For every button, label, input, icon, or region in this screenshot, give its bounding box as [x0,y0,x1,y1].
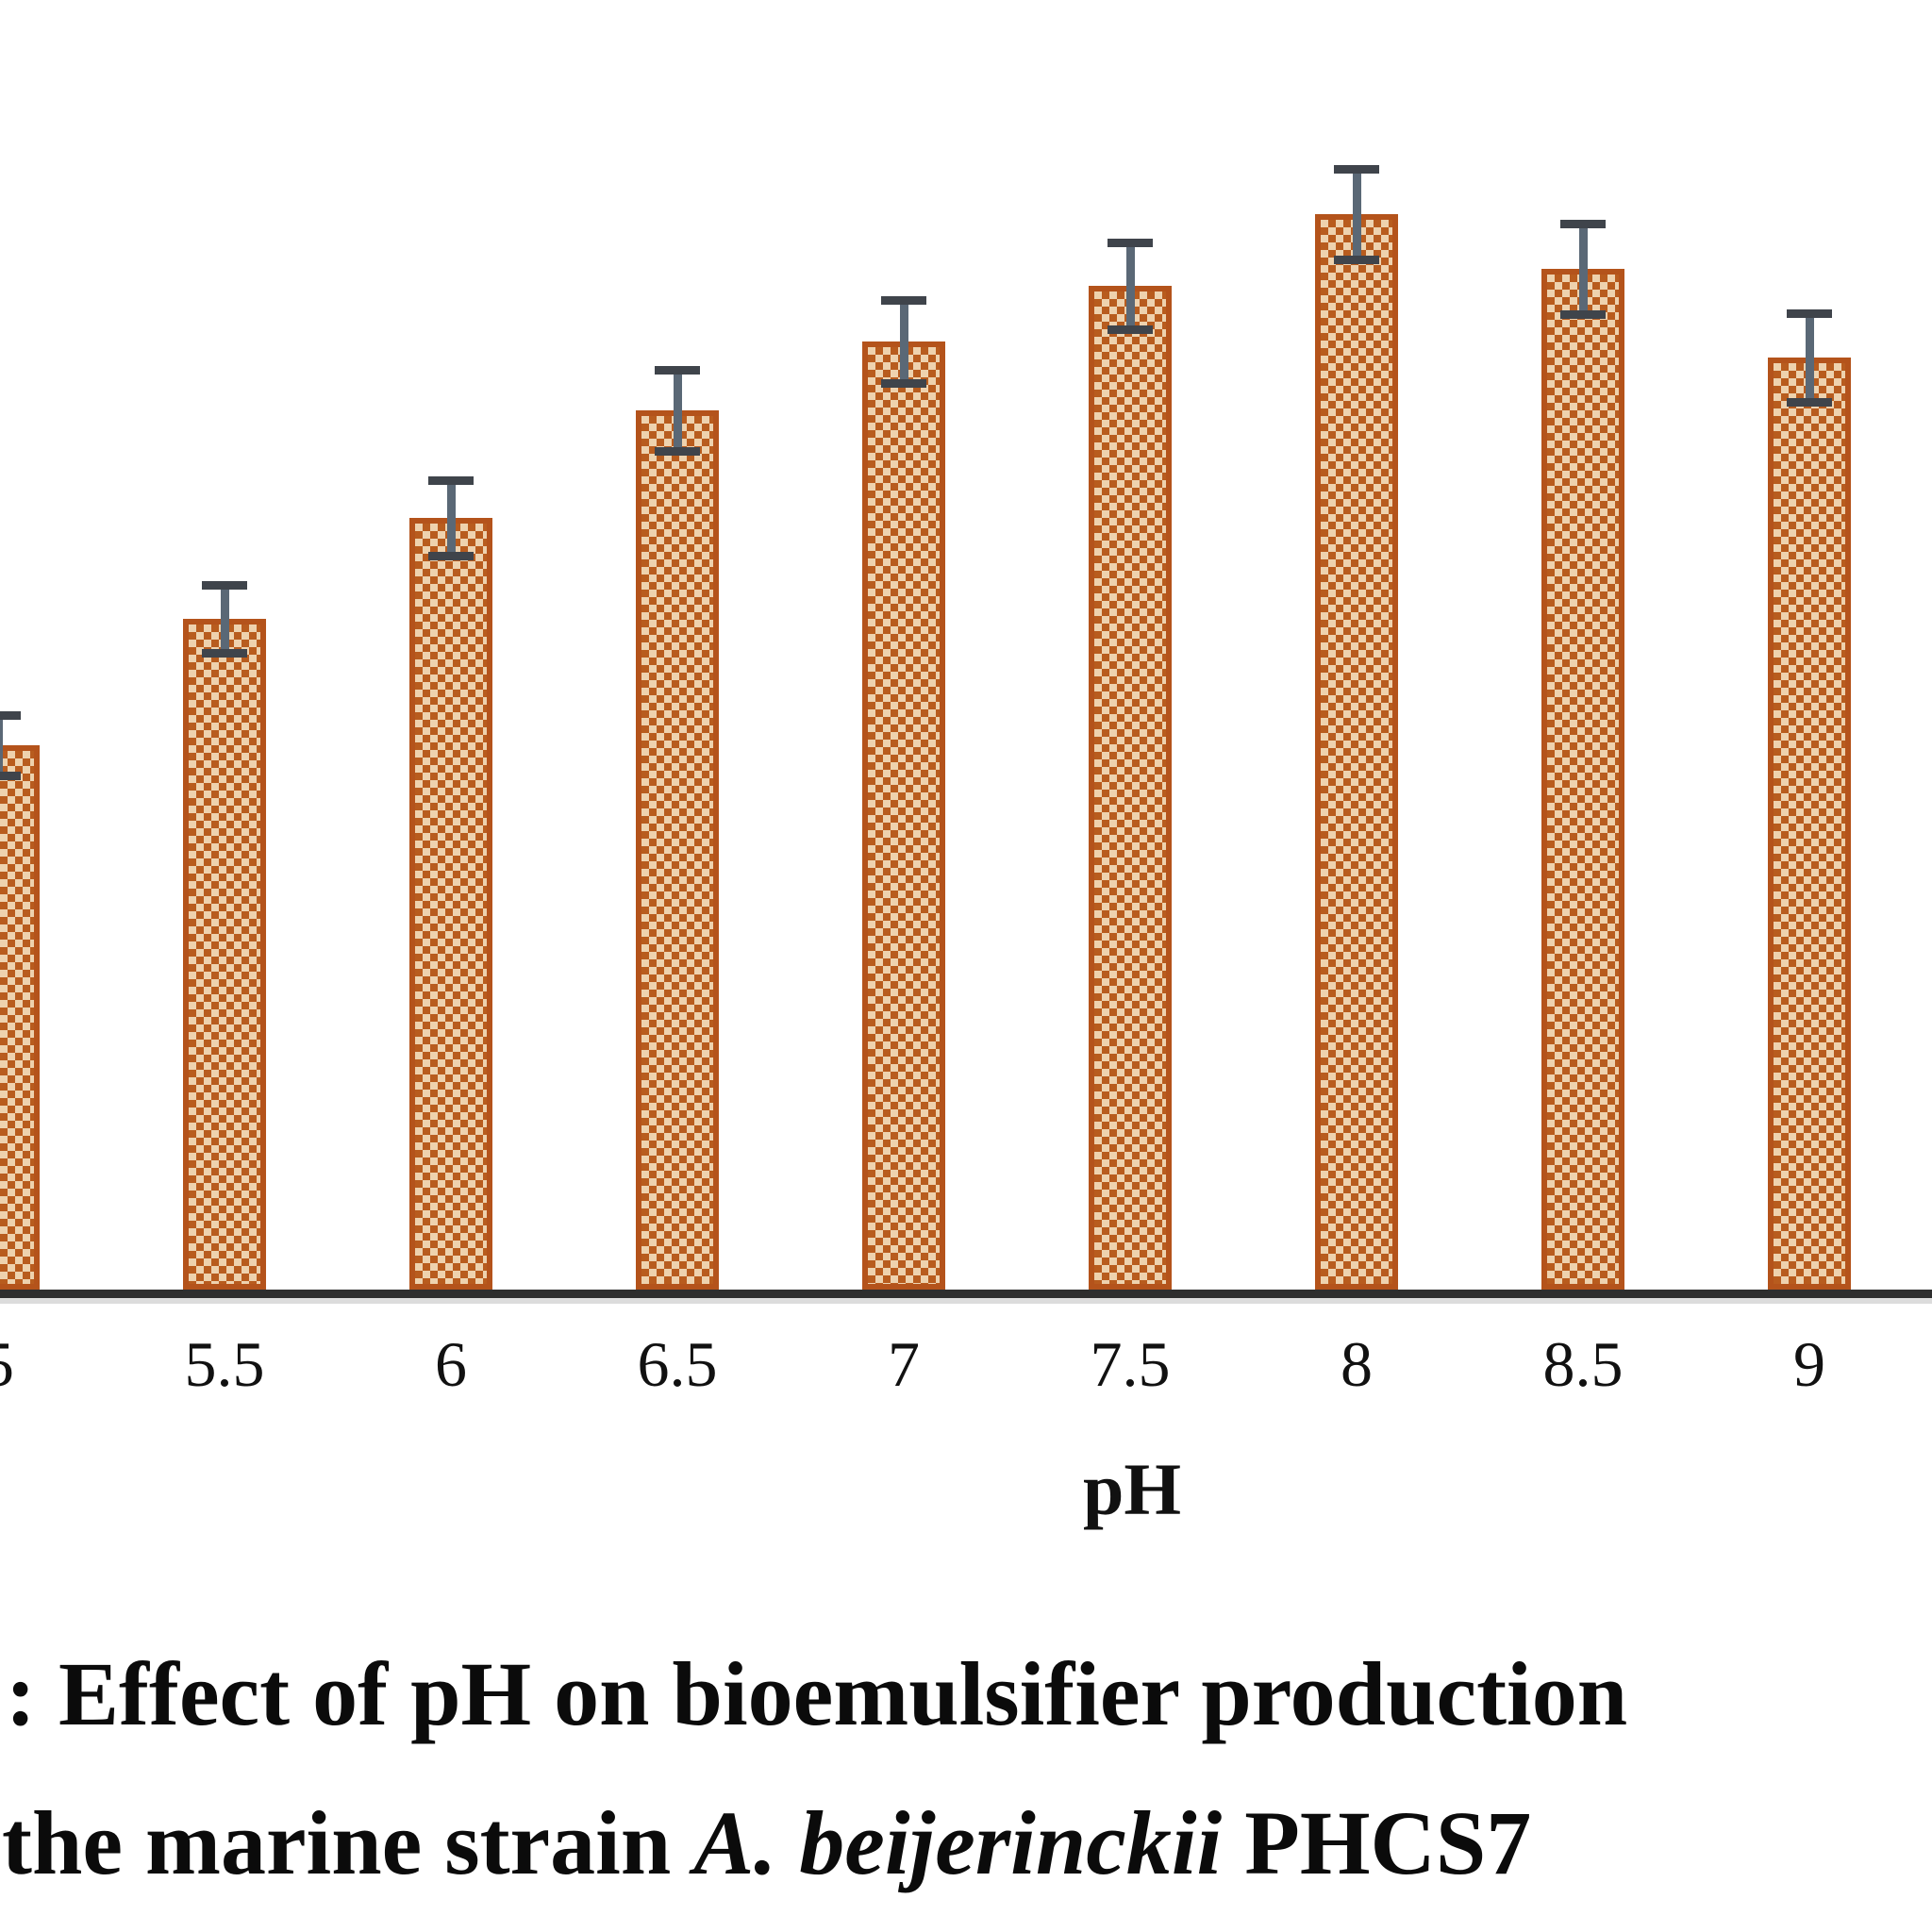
error-bar-cap-lower-ph-5.5 [202,648,247,658]
bar-ph-5.5 [183,619,266,1290]
x-tick-label-ph-5.5: 5.5 [184,1328,265,1400]
error-bar-cap-upper-ph-5 [0,710,21,720]
error-bar-cap-lower-ph-8.5 [1560,309,1606,319]
x-tick-label-ph-7: 7 [888,1328,920,1400]
bar-ph-6.5 [636,410,719,1290]
bar-ph-7.5 [1089,286,1172,1290]
error-bar-stem-ph-8.5 [1578,224,1588,314]
error-bar-cap-upper-ph-9 [1787,308,1832,318]
x-tick-label-ph-6.5: 6.5 [637,1328,718,1400]
bar-ph-6 [409,518,492,1290]
bar-ph-8 [1315,214,1398,1290]
error-bar-cap-lower-ph-5 [0,771,21,780]
x-tick-label-ph-8: 8 [1341,1328,1373,1400]
error-bar-cap-lower-ph-6.5 [655,446,700,456]
bar-ph-7 [862,341,945,1290]
error-bar-stem-ph-5 [0,715,3,775]
figure-caption-line1: : Effect of pH on bioemulsifier producti… [6,1643,1628,1744]
x-tick-label-ph-7.5: 7.5 [1090,1328,1171,1400]
error-bar-cap-upper-ph-7.5 [1108,238,1153,247]
error-bar-stem-ph-8 [1352,169,1361,259]
error-bar-cap-lower-ph-7 [881,378,926,388]
bar-ph-5 [0,745,40,1290]
error-bar-stem-ph-6.5 [673,370,682,451]
figure-caption-line2: the marine strain A. beijerinckii PHCS7 [2,1798,1531,1889]
caption-text-prefix: the marine strain [2,1792,694,1893]
error-bar-cap-upper-ph-7 [881,295,926,305]
x-tick-label-ph-8.5: 8.5 [1542,1328,1624,1400]
error-bar-cap-lower-ph-8 [1334,255,1379,264]
error-bar-stem-ph-7.5 [1125,242,1135,329]
caption-text-suffix: PHCS7 [1222,1792,1532,1893]
error-bar-cap-upper-ph-5.5 [202,580,247,590]
x-axis-title: pH [1082,1448,1182,1530]
x-tick-label-ph-6: 6 [435,1328,467,1400]
bar-ph-9 [1768,358,1851,1290]
error-bar-cap-lower-ph-7.5 [1108,325,1153,334]
error-bar-cap-lower-ph-6 [428,551,474,560]
error-bar-stem-ph-7 [899,300,908,383]
error-bar-cap-upper-ph-6.5 [655,365,700,375]
error-bar-cap-lower-ph-9 [1787,397,1832,407]
caption-species-name: A. beijerinckii [693,1792,1223,1893]
x-tick-label-ph-5: 5 [0,1332,78,1396]
error-bar-cap-upper-ph-8 [1334,164,1379,174]
error-bar-cap-upper-ph-8.5 [1560,219,1606,228]
error-bar-stem-ph-9 [1805,313,1814,402]
error-bar-cap-upper-ph-6 [428,475,474,485]
x-axis-line-shadow [0,1298,1932,1304]
error-bar-stem-ph-5.5 [220,585,229,653]
x-axis-line [0,1290,1932,1298]
bar-ph-8.5 [1541,269,1624,1290]
x-tick-label-ph-9: 9 [1793,1328,1825,1400]
error-bar-stem-ph-6 [446,480,456,556]
